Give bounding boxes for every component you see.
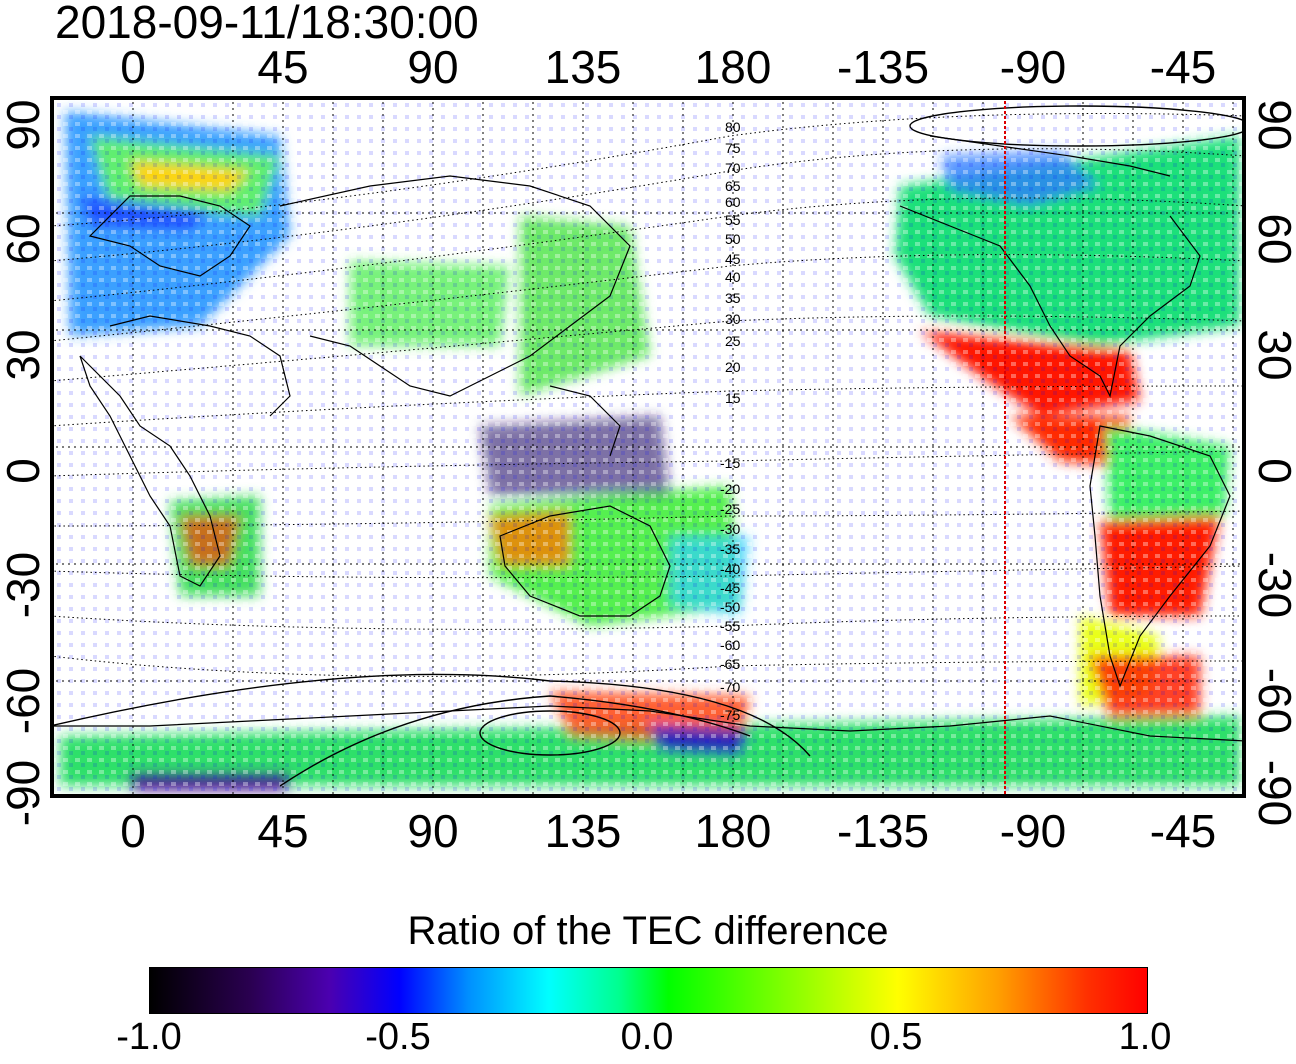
contour-label: -40 bbox=[720, 561, 740, 577]
colorbar-tick-label: 1.0 bbox=[1118, 1016, 1172, 1058]
contour-label: -45 bbox=[720, 580, 740, 596]
left-lat-label: 90 bbox=[0, 99, 49, 151]
contour-label: -75 bbox=[720, 707, 740, 723]
top-lon-label: -135 bbox=[836, 41, 930, 93]
contour-label: 35 bbox=[725, 290, 741, 306]
colorbar-tick-label: -1.0 bbox=[116, 1016, 182, 1058]
bottom-lon-label: 90 bbox=[407, 805, 459, 857]
contour-label: 25 bbox=[725, 333, 741, 349]
bottom-lon-label: 135 bbox=[544, 805, 622, 857]
contour-label: 45 bbox=[725, 251, 741, 267]
colorbar-tick-label: 0.5 bbox=[869, 1016, 923, 1058]
top-lon-label: -45 bbox=[1149, 41, 1217, 93]
top-lon-label: 0 bbox=[120, 41, 146, 93]
contour-label: -55 bbox=[720, 618, 740, 634]
top-lon-label: -90 bbox=[999, 41, 1067, 93]
left-lat-label: 0 bbox=[0, 458, 49, 484]
right-lat-label: -90 bbox=[1249, 759, 1296, 827]
left-lat-label: 60 bbox=[0, 213, 49, 265]
contour-label: -65 bbox=[720, 656, 740, 672]
right-lat-label: 60 bbox=[1249, 213, 1296, 265]
contour-label: 80 bbox=[725, 119, 741, 135]
contour-label: 70 bbox=[725, 160, 741, 176]
contour-label: -30 bbox=[720, 521, 740, 537]
contour-label: -60 bbox=[720, 637, 740, 653]
right-lat-label: 30 bbox=[1249, 329, 1296, 381]
contour-label: -15 bbox=[720, 455, 740, 471]
contour-label: 20 bbox=[725, 359, 741, 375]
contour-label: 50 bbox=[725, 231, 741, 247]
colorbar-tick-label: -0.5 bbox=[365, 1016, 431, 1058]
bottom-lon-label: -135 bbox=[836, 805, 930, 857]
contour-label: -25 bbox=[720, 501, 740, 517]
left-lat-label: -90 bbox=[0, 759, 49, 827]
top-lon-label: 180 bbox=[694, 41, 772, 93]
colorbar-tick-label: 0.0 bbox=[620, 1016, 674, 1058]
bottom-lon-label: 180 bbox=[694, 805, 772, 857]
contour-label-group: 80 75 70 65 60 55 50 45 40 35 30 25 20 1… bbox=[720, 119, 741, 723]
colorbar bbox=[149, 967, 1148, 1014]
coastlines bbox=[50, 135, 1246, 742]
axis-tick-bars bbox=[50, 96, 1246, 798]
bottom-lon-label: -45 bbox=[1149, 805, 1217, 857]
contour-label: -20 bbox=[720, 481, 740, 497]
bottom-lon-label: -90 bbox=[999, 805, 1067, 857]
right-lat-label: -30 bbox=[1249, 551, 1296, 619]
contour-label: -35 bbox=[720, 541, 740, 557]
top-lon-label: 90 bbox=[407, 41, 459, 93]
contour-label: -70 bbox=[720, 679, 740, 695]
bottom-lon-label: 45 bbox=[257, 805, 309, 857]
magnetic-latitude-contours bbox=[50, 113, 1246, 677]
contour-label: 40 bbox=[725, 269, 741, 285]
top-lon-label: 135 bbox=[544, 41, 622, 93]
tec-map: 80 75 70 65 60 55 50 45 40 35 30 25 20 1… bbox=[50, 96, 1246, 798]
contour-label: -50 bbox=[720, 599, 740, 615]
contour-label: 65 bbox=[725, 178, 741, 194]
magnetic-pole-contours bbox=[50, 105, 1246, 787]
left-lat-label: -30 bbox=[0, 551, 49, 619]
graticule bbox=[50, 96, 1246, 798]
bottom-lon-label: 0 bbox=[120, 805, 146, 857]
right-lat-label: 90 bbox=[1249, 99, 1296, 151]
map-title: 2018-09-11/18:30:00 bbox=[55, 0, 479, 48]
contour-label: 15 bbox=[725, 390, 741, 406]
contour-label: 75 bbox=[725, 140, 741, 156]
colorbar-title: Ratio of the TEC difference bbox=[407, 909, 889, 953]
contour-label: 55 bbox=[725, 212, 741, 228]
top-lon-label: 45 bbox=[257, 41, 309, 93]
contour-label: 60 bbox=[725, 194, 741, 210]
left-lat-label: 30 bbox=[0, 329, 49, 381]
tec-data-layer bbox=[50, 96, 1246, 798]
right-lat-label: 0 bbox=[1249, 458, 1296, 484]
contour-label: 30 bbox=[725, 311, 741, 327]
